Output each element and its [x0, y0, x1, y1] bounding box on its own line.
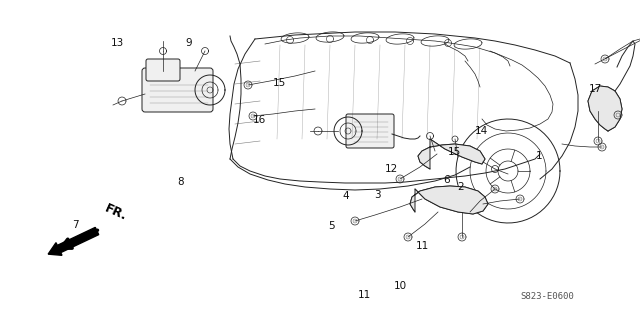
Text: 5: 5 [328, 221, 335, 232]
Text: S823-E0600: S823-E0600 [520, 292, 574, 301]
Text: 13: 13 [111, 38, 124, 48]
Text: 4: 4 [342, 191, 349, 201]
Text: 9: 9 [186, 38, 192, 48]
Text: 6: 6 [444, 175, 450, 185]
Polygon shape [410, 186, 488, 214]
Text: 7: 7 [72, 220, 79, 230]
FancyArrow shape [48, 227, 99, 255]
Text: 11: 11 [416, 241, 429, 251]
Text: 16: 16 [253, 115, 266, 125]
Text: 15: 15 [448, 146, 461, 157]
Text: 10: 10 [394, 281, 407, 292]
Text: FR.: FR. [103, 202, 129, 223]
FancyBboxPatch shape [346, 114, 394, 148]
Polygon shape [418, 139, 485, 169]
Text: 15: 15 [273, 78, 285, 88]
Text: 1: 1 [536, 151, 542, 161]
FancyBboxPatch shape [146, 59, 180, 81]
Text: 8: 8 [177, 177, 184, 187]
FancyBboxPatch shape [142, 68, 213, 112]
Text: 14: 14 [475, 126, 488, 136]
Text: 3: 3 [374, 189, 381, 200]
Text: 17: 17 [589, 84, 602, 94]
Text: 12: 12 [385, 164, 398, 174]
Polygon shape [588, 86, 622, 131]
Text: 2: 2 [458, 182, 464, 192]
Text: 11: 11 [358, 290, 371, 300]
